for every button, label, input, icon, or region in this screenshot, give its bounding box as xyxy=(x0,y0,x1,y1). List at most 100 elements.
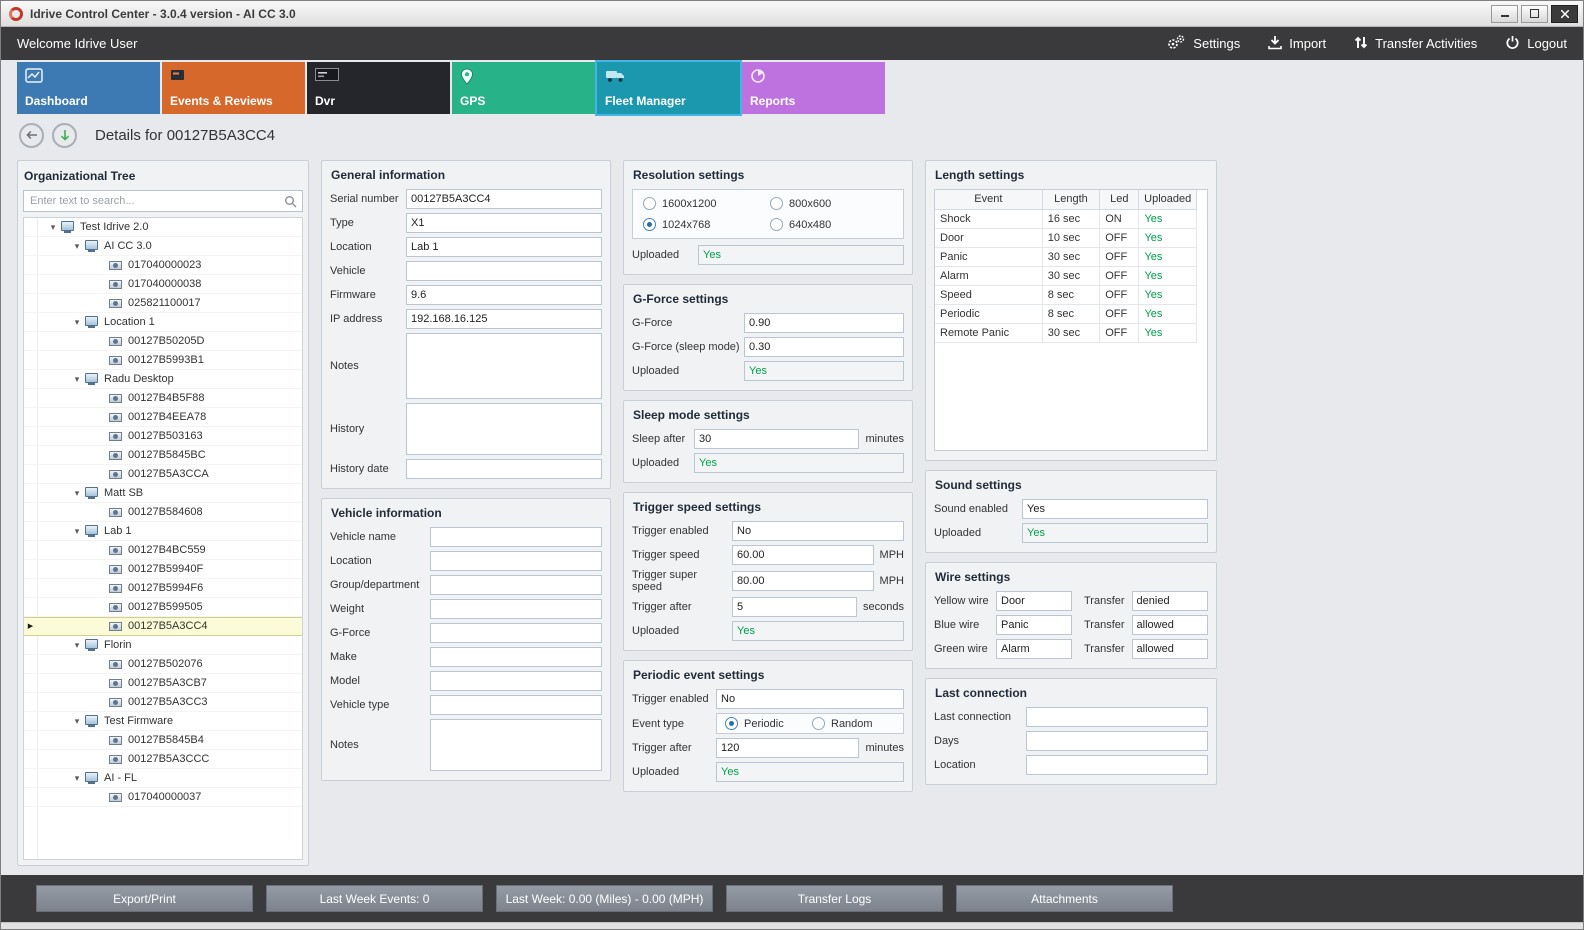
tree-group-row[interactable]: ▾ AI - FL xyxy=(24,769,302,788)
wire-transfer-field[interactable] xyxy=(1131,591,1208,611)
expand-icon[interactable]: ▾ xyxy=(74,373,80,384)
tree-device-row[interactable]: 00127B4EEA78 xyxy=(24,408,302,427)
tree-device-row[interactable]: 00127B503163 xyxy=(24,427,302,446)
last-week-events-button[interactable]: Last Week Events: 0 xyxy=(266,885,483,912)
trigger-uploaded-field[interactable] xyxy=(732,621,904,641)
wire-event-field[interactable] xyxy=(996,615,1072,635)
vehicle-type-field[interactable] xyxy=(430,695,602,715)
weight-field[interactable] xyxy=(430,599,602,619)
resolution-option-1024x768[interactable]: 1024x768 xyxy=(643,218,766,231)
ip-address-field[interactable] xyxy=(406,309,602,329)
trigger-after-field[interactable] xyxy=(732,597,858,617)
type-field[interactable] xyxy=(406,213,602,233)
periodic-uploaded-field[interactable] xyxy=(716,762,904,782)
tree-device-row[interactable]: 00127B4BC559 xyxy=(24,541,302,560)
wire-event-field[interactable] xyxy=(996,639,1072,659)
tree-device-row[interactable]: 00127B5994F6 xyxy=(24,579,302,598)
expand-icon[interactable]: ▾ xyxy=(74,316,80,327)
vehicle-name-field[interactable] xyxy=(430,527,602,547)
length-table-row[interactable]: Shock 16 sec ON Yes xyxy=(935,208,1197,229)
tab-fleet-manager[interactable]: Fleet Manager xyxy=(595,60,742,116)
location-field[interactable] xyxy=(406,237,602,257)
event-type-random[interactable]: Random xyxy=(812,717,895,730)
trigger-enabled-field[interactable] xyxy=(732,521,904,541)
tree-device-row[interactable]: 00127B50205D xyxy=(24,332,302,351)
serial-number-field[interactable] xyxy=(406,189,602,209)
resolution-uploaded-field[interactable] xyxy=(698,245,904,265)
gforce-uploaded-field[interactable] xyxy=(744,361,904,381)
expand-icon[interactable]: ▾ xyxy=(74,772,80,783)
history-field[interactable] xyxy=(406,403,602,455)
sleep-after-field[interactable] xyxy=(694,429,860,449)
tree-group-row[interactable]: ▾ Test Firmware xyxy=(24,712,302,731)
tree-group-row[interactable]: ▾ Radu Desktop xyxy=(24,370,302,389)
tree-group-row[interactable]: ▾ Test Idrive 2.0 xyxy=(24,218,302,237)
tree-device-row[interactable]: 017040000023 xyxy=(24,256,302,275)
attachments-button[interactable]: Attachments xyxy=(956,885,1173,912)
tree-device-row[interactable]: 00127B5A3CCA xyxy=(24,465,302,484)
group-department-field[interactable] xyxy=(430,575,602,595)
event-type-periodic[interactable]: Periodic xyxy=(725,717,808,730)
tree-group-row[interactable]: ▾ Florin xyxy=(24,636,302,655)
settings-button[interactable]: Settings xyxy=(1166,34,1240,54)
resolution-option-1600x1200[interactable]: 1600x1200 xyxy=(643,197,766,210)
wire-transfer-field[interactable] xyxy=(1131,615,1208,635)
days-field[interactable] xyxy=(1026,731,1208,751)
wire-event-field[interactable] xyxy=(996,591,1072,611)
vehicle-location-field[interactable] xyxy=(430,551,602,571)
tree-device-row[interactable]: 017040000038 xyxy=(24,275,302,294)
length-table-row[interactable]: Periodic 8 sec OFF Yes xyxy=(935,303,1197,324)
tree-device-row[interactable]: 00127B5845BC xyxy=(24,446,302,465)
tree-group-row[interactable]: ▾ Lab 1 xyxy=(24,522,302,541)
tab-gps[interactable]: GPS xyxy=(452,62,595,114)
transfer-activities-button[interactable]: Transfer Activities xyxy=(1354,35,1477,53)
expand-icon[interactable]: ▾ xyxy=(50,221,56,232)
resolution-option-800x600[interactable]: 800x600 xyxy=(770,197,893,210)
tree-device-row[interactable]: 00127B5993B1 xyxy=(24,351,302,370)
model-field[interactable] xyxy=(430,671,602,691)
periodic-enabled-field[interactable] xyxy=(716,689,904,709)
vehicle-notes-field[interactable] xyxy=(430,719,602,771)
make-field[interactable] xyxy=(430,647,602,667)
back-button[interactable] xyxy=(19,122,44,148)
tab-reports[interactable]: Reports xyxy=(742,62,885,114)
transfer-logs-button[interactable]: Transfer Logs xyxy=(726,885,943,912)
tree-device-row[interactable]: 00127B502076 xyxy=(24,655,302,674)
last-connection-field[interactable] xyxy=(1026,707,1208,727)
wire-transfer-field[interactable] xyxy=(1131,639,1208,659)
history-date-field[interactable] xyxy=(406,459,602,479)
tab-dvr[interactable]: Dvr xyxy=(307,62,450,114)
sound-enabled-field[interactable] xyxy=(1022,499,1208,519)
trigger-speed-field[interactable] xyxy=(732,545,874,565)
tree-device-row[interactable]: 00127B5A3CCC xyxy=(24,750,302,769)
expand-icon[interactable]: ▾ xyxy=(74,715,80,726)
tree-device-row[interactable]: 00127B4B5F88 xyxy=(24,389,302,408)
sound-uploaded-field[interactable] xyxy=(1022,523,1208,543)
resolution-option-640x480[interactable]: 640x480 xyxy=(770,218,893,231)
minimize-button[interactable] xyxy=(1491,4,1518,23)
tree-device-row[interactable]: 00127B5845B4 xyxy=(24,731,302,750)
vehicle-field[interactable] xyxy=(406,261,602,281)
last-week-miles-button[interactable]: Last Week: 0.00 (Miles) - 0.00 (MPH) xyxy=(496,885,713,912)
tree-device-row[interactable]: 025821100017 xyxy=(24,294,302,313)
firmware-field[interactable] xyxy=(406,285,602,305)
logout-button[interactable]: Logout xyxy=(1505,35,1567,53)
tree-group-row[interactable]: ▾ Matt SB xyxy=(24,484,302,503)
tree-device-row[interactable]: ▶ 00127B5A3CC4 xyxy=(24,617,302,636)
vehicle-gforce-field[interactable] xyxy=(430,623,602,643)
expand-icon[interactable]: ▾ xyxy=(74,487,80,498)
tree-group-row[interactable]: ▾ Location 1 xyxy=(24,313,302,332)
import-button[interactable]: Import xyxy=(1268,35,1326,53)
length-table-row[interactable]: Alarm 30 sec OFF Yes xyxy=(935,265,1197,286)
expand-icon[interactable]: ▾ xyxy=(74,240,80,251)
sleep-uploaded-field[interactable] xyxy=(694,453,904,473)
length-table-row[interactable]: Panic 30 sec OFF Yes xyxy=(935,246,1197,267)
tree-device-row[interactable]: 00127B5A3CB7 xyxy=(24,674,302,693)
periodic-after-field[interactable] xyxy=(716,738,860,758)
tree-device-row[interactable]: 017040000037 xyxy=(24,788,302,807)
length-table-row[interactable]: Door 10 sec OFF Yes xyxy=(935,227,1197,248)
expand-icon[interactable]: ▾ xyxy=(74,525,80,536)
tab-events-reviews[interactable]: Events & Reviews xyxy=(162,62,305,114)
tree-search-input[interactable] xyxy=(23,190,303,212)
last-location-field[interactable] xyxy=(1026,755,1208,775)
